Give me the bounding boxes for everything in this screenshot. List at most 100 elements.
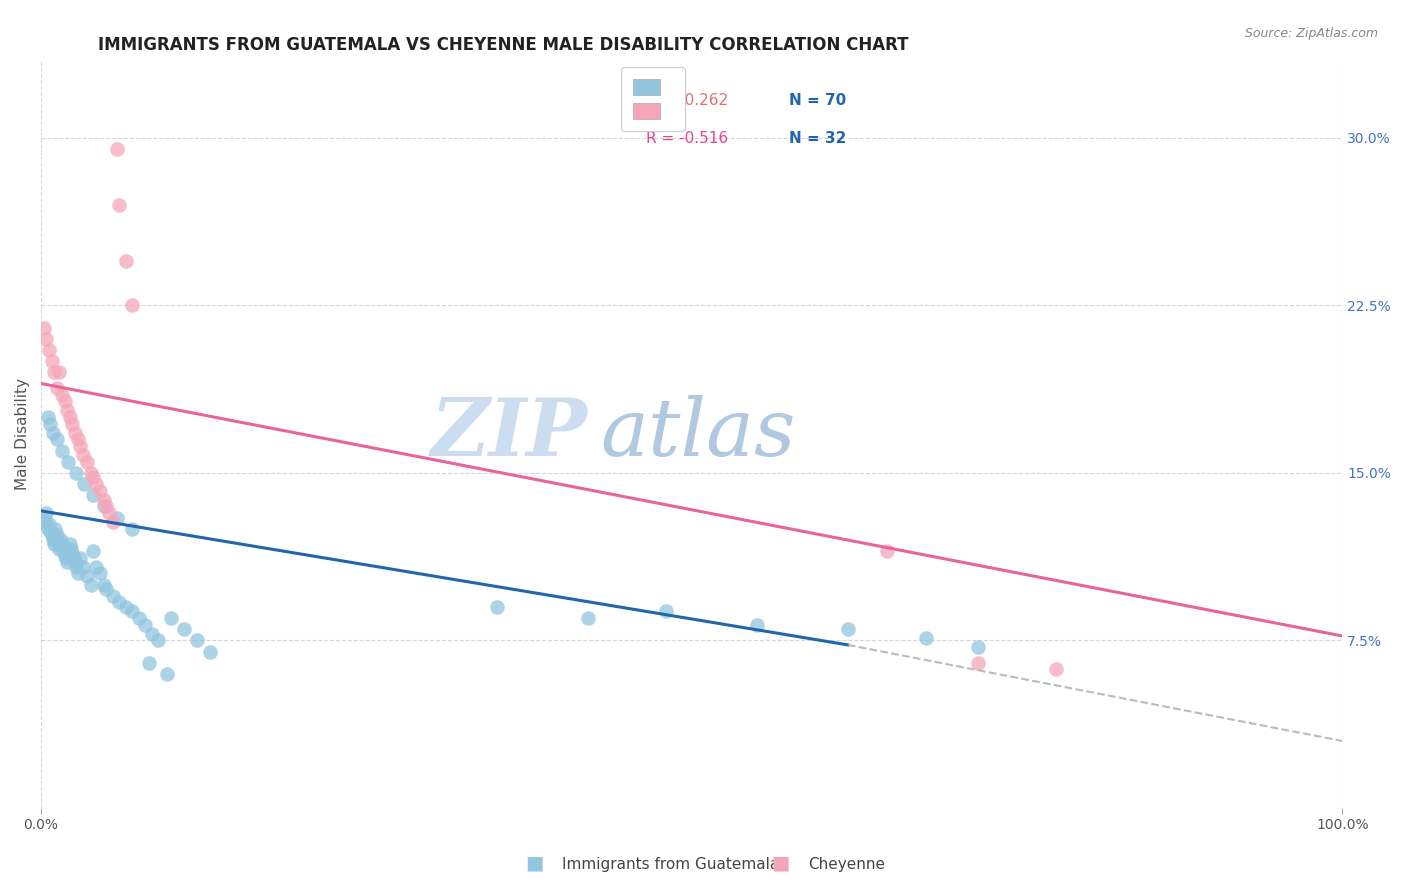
Point — [97, 506, 120, 520]
Point — [876, 544, 898, 558]
Point — [121, 298, 143, 312]
Point — [32, 320, 55, 334]
Point — [65, 466, 87, 480]
Point — [66, 566, 89, 581]
Point — [42, 365, 65, 379]
Point — [93, 500, 115, 514]
Point — [56, 555, 79, 569]
Point — [79, 577, 101, 591]
Point — [65, 559, 87, 574]
Point — [44, 522, 66, 536]
Point — [84, 559, 107, 574]
Point — [148, 633, 170, 648]
Point — [59, 537, 82, 551]
Point — [96, 500, 118, 514]
Point — [42, 425, 65, 440]
Point — [114, 599, 136, 614]
Point — [128, 611, 150, 625]
Point — [51, 537, 73, 551]
Point — [173, 622, 195, 636]
Point — [105, 510, 128, 524]
Point — [53, 394, 76, 409]
Text: Source: ZipAtlas.com: Source: ZipAtlas.com — [1244, 27, 1378, 40]
Point — [101, 515, 124, 529]
Point — [114, 253, 136, 268]
Point — [63, 555, 86, 569]
Text: ZIP: ZIP — [430, 395, 588, 473]
Point — [58, 455, 80, 469]
Point — [37, 410, 59, 425]
Point — [37, 522, 59, 536]
Point — [76, 455, 98, 469]
Text: R = -0.262: R = -0.262 — [647, 94, 728, 108]
Point — [39, 524, 62, 538]
Text: Cheyenne: Cheyenne — [808, 857, 886, 872]
Point — [96, 582, 118, 596]
Point — [134, 617, 156, 632]
Point — [93, 492, 115, 507]
Point — [53, 549, 76, 563]
Point — [41, 528, 63, 542]
Point — [38, 517, 60, 532]
Point — [60, 541, 83, 556]
Point — [967, 640, 990, 654]
Text: N = 32: N = 32 — [789, 131, 846, 145]
Point — [82, 470, 104, 484]
Point — [35, 506, 58, 520]
Point — [32, 510, 55, 524]
Point — [48, 541, 70, 556]
Point — [55, 550, 77, 565]
Point — [48, 365, 70, 379]
Point — [485, 599, 508, 614]
Point — [121, 604, 143, 618]
Point — [45, 433, 67, 447]
Point — [62, 550, 84, 565]
Point — [38, 343, 60, 357]
Point — [72, 448, 94, 462]
Point — [59, 410, 82, 425]
Text: IMMIGRANTS FROM GUATEMALA VS CHEYENNE MALE DISABILITY CORRELATION CHART: IMMIGRANTS FROM GUATEMALA VS CHEYENNE MA… — [98, 36, 908, 54]
Point — [69, 439, 91, 453]
Legend: , : , — [620, 67, 685, 131]
Point — [60, 417, 83, 431]
Point — [34, 515, 56, 529]
Point — [51, 387, 73, 401]
Point — [56, 403, 79, 417]
Point — [200, 644, 222, 658]
Point — [93, 577, 115, 591]
Point — [915, 631, 938, 645]
Point — [58, 544, 80, 558]
Point — [45, 528, 67, 542]
Point — [72, 559, 94, 574]
Point — [138, 656, 160, 670]
Point — [66, 433, 89, 447]
Point — [160, 611, 183, 625]
Point — [52, 544, 75, 558]
Point — [63, 425, 86, 440]
Point — [108, 595, 131, 609]
Point — [837, 622, 859, 636]
Point — [967, 656, 990, 670]
Point — [576, 611, 599, 625]
Point — [82, 488, 104, 502]
Point — [49, 533, 72, 547]
Text: R = -0.516: R = -0.516 — [647, 131, 728, 145]
Point — [745, 617, 768, 632]
Point — [76, 568, 98, 582]
Point — [42, 533, 65, 547]
Text: ■: ■ — [524, 854, 544, 872]
Point — [82, 544, 104, 558]
Point — [60, 546, 83, 560]
Point — [84, 477, 107, 491]
Point — [79, 466, 101, 480]
Point — [141, 626, 163, 640]
Point — [73, 477, 96, 491]
Point — [121, 522, 143, 536]
Point — [186, 633, 208, 648]
Point — [41, 354, 63, 368]
Y-axis label: Male Disability: Male Disability — [15, 378, 30, 490]
Text: N = 70: N = 70 — [789, 94, 846, 108]
Point — [89, 483, 111, 498]
Point — [69, 550, 91, 565]
Text: Immigrants from Guatemala: Immigrants from Guatemala — [562, 857, 780, 872]
